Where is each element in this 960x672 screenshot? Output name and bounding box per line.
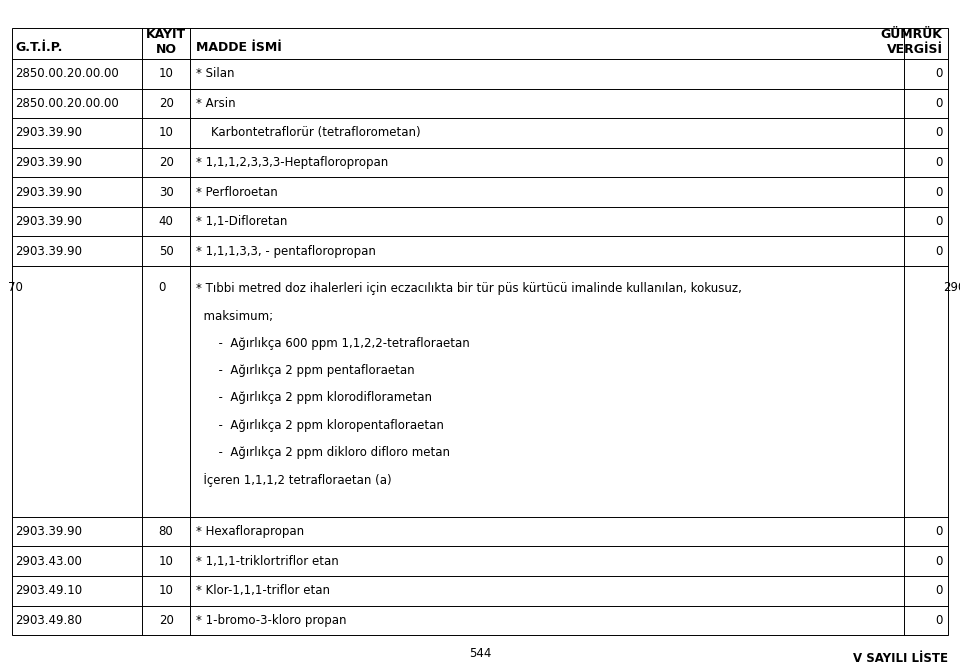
Text: 70: 70 — [8, 281, 23, 294]
Text: 2903.39.90: 2903.39.90 — [943, 281, 960, 294]
Text: İçeren 1,1,1,2 tetrafloraetan (a): İçeren 1,1,1,2 tetrafloraetan (a) — [196, 473, 392, 487]
Text: 0: 0 — [935, 554, 943, 568]
Text: * Silan: * Silan — [196, 67, 234, 81]
Text: maksimum;: maksimum; — [196, 310, 273, 323]
Text: -  Ağırlıkça 2 ppm dikloro difloro metan: - Ağırlıkça 2 ppm dikloro difloro metan — [196, 446, 450, 459]
Text: 80: 80 — [158, 526, 174, 538]
Text: -  Ağırlıkça 2 ppm pentafloraetan: - Ağırlıkça 2 ppm pentafloraetan — [196, 364, 415, 377]
Text: 0: 0 — [935, 67, 943, 81]
Text: 2903.39.90: 2903.39.90 — [15, 245, 83, 257]
Text: MADDE İSMİ: MADDE İSMİ — [196, 41, 281, 54]
Text: 2850.00.20.00.00: 2850.00.20.00.00 — [15, 97, 119, 110]
Text: * Perfloroetan: * Perfloroetan — [196, 185, 277, 198]
Text: KAYIT
NO: KAYIT NO — [146, 28, 186, 56]
Text: Karbontetraflorür (tetraflorometan): Karbontetraflorür (tetraflorometan) — [196, 126, 420, 140]
Text: 0: 0 — [935, 526, 943, 538]
Text: 2903.43.00: 2903.43.00 — [15, 554, 83, 568]
Text: * 1,1,1,2,3,3,3-Heptafloropropan: * 1,1,1,2,3,3,3-Heptafloropropan — [196, 156, 388, 169]
Text: 0: 0 — [935, 614, 943, 627]
Text: * 1-bromo-3-kloro propan: * 1-bromo-3-kloro propan — [196, 614, 347, 627]
Text: * 1,1,1,3,3, - pentafloropropan: * 1,1,1,3,3, - pentafloropropan — [196, 245, 375, 257]
Text: 30: 30 — [158, 185, 174, 198]
Text: 20: 20 — [158, 156, 174, 169]
Text: * Tıbbi metred doz ihalerleri için eczacılıkta bir tür püs kürtücü imalinde kull: * Tıbbi metred doz ihalerleri için eczac… — [196, 282, 742, 295]
Text: 0: 0 — [935, 97, 943, 110]
Text: 0: 0 — [935, 584, 943, 597]
Text: -  Ağırlıkça 600 ppm 1,1,2,2-tetrafloraetan: - Ağırlıkça 600 ppm 1,1,2,2-tetrafloraet… — [196, 337, 469, 350]
Text: -  Ağırlıkça 2 ppm kloropentafloraetan: - Ağırlıkça 2 ppm kloropentafloraetan — [196, 419, 444, 431]
Text: 10: 10 — [158, 126, 174, 140]
Text: * Arsin: * Arsin — [196, 97, 235, 110]
Text: 50: 50 — [158, 245, 174, 257]
Text: 2903.39.90: 2903.39.90 — [15, 215, 83, 228]
Text: 20: 20 — [158, 97, 174, 110]
Text: GÜMRÜK
VERGİSİ: GÜMRÜK VERGİSİ — [881, 28, 943, 56]
Text: 2903.39.90: 2903.39.90 — [15, 156, 83, 169]
Text: 0: 0 — [935, 126, 943, 140]
Text: 0: 0 — [935, 156, 943, 169]
Text: * 1,1-Difloretan: * 1,1-Difloretan — [196, 215, 287, 228]
Text: * 1,1,1-triklortriflor etan: * 1,1,1-triklortriflor etan — [196, 554, 339, 568]
Text: 544: 544 — [468, 646, 492, 660]
Text: 0: 0 — [935, 215, 943, 228]
Text: -  Ağırlıkça 2 ppm klorodiflorametan: - Ağırlıkça 2 ppm klorodiflorametan — [196, 391, 432, 405]
Text: 20: 20 — [158, 614, 174, 627]
Text: 2903.39.90: 2903.39.90 — [15, 126, 83, 140]
Text: 2850.00.20.00.00: 2850.00.20.00.00 — [15, 67, 119, 81]
Text: 40: 40 — [158, 215, 174, 228]
Text: V SAYILI LİSTE: V SAYILI LİSTE — [853, 652, 948, 665]
Text: 10: 10 — [158, 554, 174, 568]
Text: 0: 0 — [935, 245, 943, 257]
Text: 0: 0 — [158, 281, 166, 294]
Text: 2903.39.90: 2903.39.90 — [15, 185, 83, 198]
Text: G.T.İ.P.: G.T.İ.P. — [15, 41, 62, 54]
Text: 10: 10 — [158, 67, 174, 81]
Text: * Klor-1,1,1-triflor etan: * Klor-1,1,1-triflor etan — [196, 584, 330, 597]
Text: * Hexaflorapropan: * Hexaflorapropan — [196, 526, 304, 538]
Text: 2903.49.80: 2903.49.80 — [15, 614, 83, 627]
Text: 2903.49.10: 2903.49.10 — [15, 584, 83, 597]
Text: 10: 10 — [158, 584, 174, 597]
Text: 0: 0 — [935, 185, 943, 198]
Text: 2903.39.90: 2903.39.90 — [15, 526, 83, 538]
